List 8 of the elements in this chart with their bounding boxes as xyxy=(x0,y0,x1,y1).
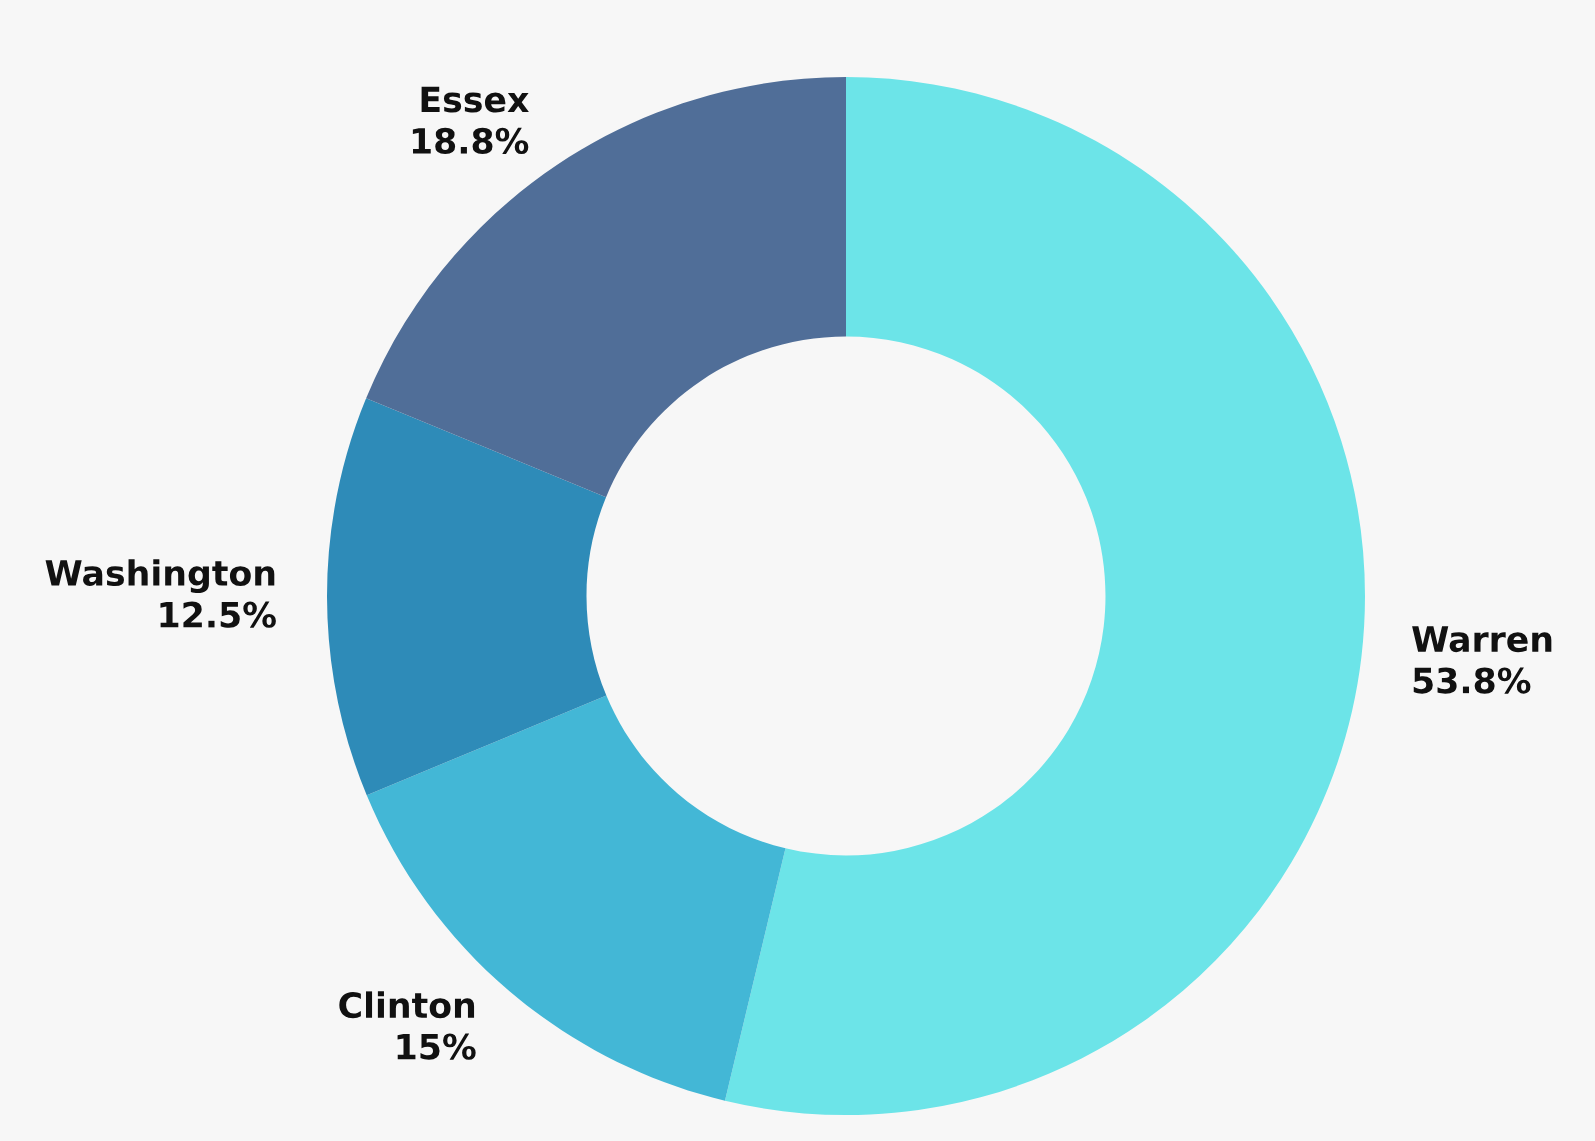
slice-label: Washington xyxy=(45,559,275,594)
data-label: 18.8% xyxy=(412,127,529,155)
data-label: 53.8% xyxy=(1413,667,1531,694)
slice-label: Essex xyxy=(421,86,529,113)
data-label: 12.5% xyxy=(160,601,276,628)
slice-label: Clinton xyxy=(339,991,475,1019)
data-label: 15% xyxy=(397,1033,476,1060)
slice-label: Warren xyxy=(1412,626,1552,653)
